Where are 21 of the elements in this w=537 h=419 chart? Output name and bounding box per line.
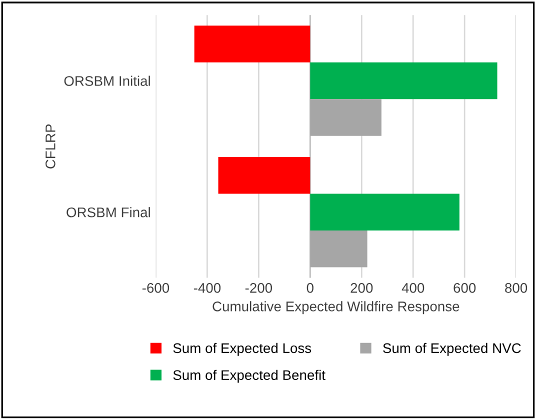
x-tick-label: -200 [245,283,272,293]
bar [218,156,310,194]
x-tick-label: 800 [505,283,528,293]
legend-label: Sum of Expected Benefit [173,370,326,383]
x-tick-label: 400 [402,283,424,293]
bar [310,194,460,231]
y-axis-title: CFLRP [46,124,56,168]
x-tick-label: 200 [350,283,373,293]
bar [310,62,498,100]
y-tick-label: ORSBM Final [66,207,150,218]
x-tick-label: -400 [194,283,221,293]
bar [310,230,368,268]
x-tick-label: 0 [306,283,314,293]
y-tick-label: ORSBM Initial [64,76,150,86]
legend-label: Sum of Expected NVC [383,342,521,356]
legend-label: Sum of Expected Loss [173,342,312,356]
x-axis-title: Cumulative Expected Wildfire Response [212,301,460,314]
bar [194,26,310,62]
x-tick-label: -600 [142,283,170,293]
x-tick-label: 600 [454,283,476,293]
bar [310,99,382,136]
